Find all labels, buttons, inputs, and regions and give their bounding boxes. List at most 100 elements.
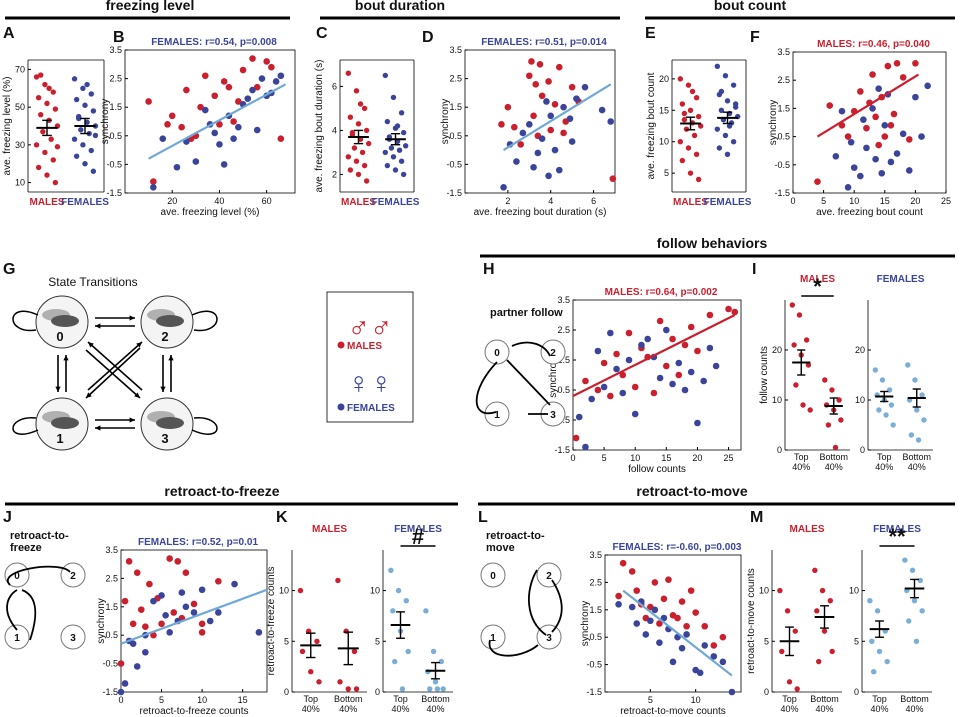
category-label: Bottom 40% [819, 452, 848, 472]
data-point-females [519, 129, 527, 137]
data-point-females [710, 653, 718, 660]
retroact-freeze-diagram-label-line: freeze [10, 542, 42, 554]
state-label: 0 [56, 329, 63, 344]
y-tick-label: 0.5 [105, 630, 118, 640]
data-point-males [594, 386, 602, 394]
data-point-females [182, 603, 190, 611]
data-point [423, 608, 429, 614]
data-point-males [582, 377, 589, 385]
data-point-females [513, 158, 520, 165]
data-point-males [890, 110, 898, 118]
data-point [819, 587, 826, 594]
data-point-males [197, 103, 204, 111]
data-point [724, 98, 731, 104]
data-point-females [253, 126, 261, 134]
mouse-icon [156, 417, 184, 429]
panel-letter-H: H [483, 261, 495, 278]
x-tick-label: 10 [630, 453, 640, 463]
data-point-males [899, 74, 907, 81]
state-node [480, 562, 506, 588]
y-axis-label: ave. freezing level (%) [2, 77, 13, 176]
data-point [784, 608, 791, 614]
data-point-males [674, 614, 681, 622]
data-point [347, 167, 354, 173]
data-point [82, 161, 88, 167]
data-point-females [872, 155, 879, 163]
y-tick-label: 50 [15, 102, 25, 112]
data-point-males [146, 580, 153, 588]
x-tick-label: 40 [214, 196, 224, 206]
data-point-females [575, 413, 583, 421]
data-point-males [687, 587, 695, 594]
y-axis-label: synchrony [440, 99, 451, 145]
data-point [42, 81, 48, 88]
data-point-males [893, 59, 901, 67]
stat-annotation: MALES: r=0.46, p=0.040 [817, 39, 930, 50]
data-point [71, 136, 78, 142]
data-point-males [182, 569, 190, 577]
data-point [33, 142, 40, 148]
data-point-females [628, 603, 636, 611]
state-transition-diagram: State Transitions 0 1 2 3 [12, 275, 218, 451]
data-point [906, 618, 912, 624]
data-point-males [663, 362, 670, 370]
data-point-males [719, 633, 727, 641]
data-point [879, 377, 886, 383]
data-point-females [615, 601, 622, 608]
data-point-females [681, 386, 689, 394]
x-tick-label: 2 [505, 196, 510, 206]
y-tick-label: -1.5 [774, 188, 790, 198]
y-tick-label: 0 [777, 445, 782, 455]
significance-mark: ** [888, 524, 906, 549]
data-point [791, 342, 797, 348]
data-point-males [710, 642, 718, 649]
x-tick-label: 10 [691, 695, 701, 705]
y-tick-label: -0.5 [586, 660, 602, 670]
data-point-females [166, 629, 173, 636]
data-point-females [669, 658, 677, 666]
data-point-males [631, 383, 639, 391]
category-label-line: 40% [339, 704, 357, 714]
data-point-females [581, 83, 589, 91]
y-tick-label: 1.5 [589, 605, 602, 615]
self-loop [12, 417, 39, 435]
data-point-females [607, 118, 615, 125]
data-point [917, 577, 923, 584]
x-tick-label: 5 [159, 695, 164, 705]
data-point-females [178, 589, 186, 596]
data-point-females [573, 95, 580, 102]
data-point [337, 679, 343, 685]
data-point [732, 101, 739, 107]
data-point-males [884, 62, 892, 70]
data-point-females [706, 344, 714, 352]
data-point-females [594, 347, 602, 355]
data-point [807, 407, 813, 413]
data-point [911, 598, 918, 604]
category-label-line: 40% [825, 462, 843, 472]
y-tick-label: 5 [664, 168, 669, 178]
legend-frame [326, 291, 414, 423]
panel-title: MALES [790, 524, 825, 535]
x-tick-label: 15 [238, 695, 248, 705]
y-tick-label: 1.5 [449, 102, 462, 112]
x-tick-label: 20 [910, 196, 920, 206]
data-point-females [850, 164, 858, 171]
data-point [867, 598, 873, 604]
y-tick-label: 5 [375, 636, 380, 646]
data-point [351, 145, 358, 151]
category-label-line: Bottom [902, 452, 931, 462]
y-tick-label: -1.5 [102, 687, 118, 697]
data-point-females [687, 368, 695, 376]
data-point [365, 140, 372, 147]
data-point-females [543, 98, 550, 105]
data-point-males [517, 141, 525, 148]
data-point [92, 132, 99, 139]
data-point [794, 686, 800, 692]
data-point [814, 608, 820, 614]
data-point [384, 162, 391, 169]
retroact-move-diagram-label-line: move [486, 542, 515, 554]
state-node-label: 0 [490, 571, 496, 582]
fit-line [120, 588, 268, 645]
